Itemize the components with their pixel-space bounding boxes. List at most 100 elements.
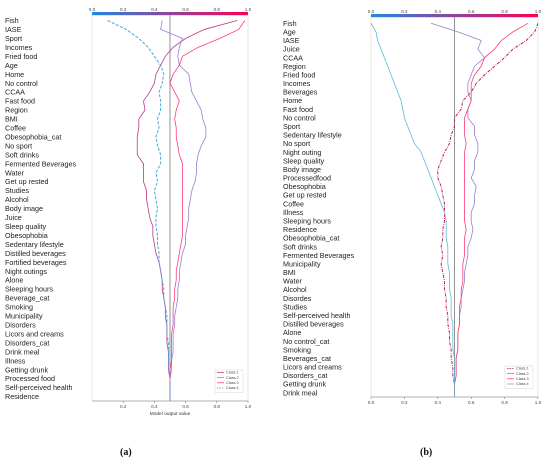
feature-label: Sport xyxy=(5,34,22,43)
feature-label: Getting drunk xyxy=(5,365,49,374)
top-tick-label: 0.2 xyxy=(401,9,408,14)
panel-label-b: (b) xyxy=(420,447,433,458)
feature-label: Alone xyxy=(283,328,301,337)
feature-label: Obesophobia xyxy=(283,182,326,191)
top-colorbar xyxy=(371,14,538,18)
x-tick-label: 0.8 xyxy=(501,400,508,405)
top-tick-label: 0.0 xyxy=(89,7,96,12)
feature-label: Fast food xyxy=(5,97,35,106)
feature-label: Sleep quality xyxy=(5,222,47,231)
feature-label: Sleep quality xyxy=(283,156,325,165)
legend-entry: Class 2 xyxy=(226,376,239,380)
feature-label: Fish xyxy=(283,19,297,28)
series-line-1 xyxy=(136,20,238,401)
feature-label: Body image xyxy=(5,204,43,213)
feature-label: BMI xyxy=(283,268,296,277)
x-tick-label: 0.0 xyxy=(368,400,375,405)
x-tick-label: 0.2 xyxy=(120,404,127,409)
feature-label: Municipality xyxy=(5,312,43,321)
top-tick-label: 0.6 xyxy=(182,7,189,12)
feature-label: Illness xyxy=(283,208,304,217)
feature-label: Night outing xyxy=(283,148,321,157)
feature-label: Fried food xyxy=(283,70,315,79)
feature-label: Incomes xyxy=(5,43,33,52)
feature-label: Smoking xyxy=(5,303,33,312)
feature-label: Disorders_cat xyxy=(5,338,49,347)
feature-label: Obesophobia xyxy=(5,231,48,240)
feature-label: Self-perceived health xyxy=(283,311,351,320)
feature-label: Sedentary lifestyle xyxy=(283,131,342,140)
top-colorbar xyxy=(92,12,248,16)
feature-label: Disorders xyxy=(5,320,36,329)
feature-label: Home xyxy=(5,70,24,79)
feature-label: Incomes xyxy=(283,79,311,88)
feature-label: Beverages_cat xyxy=(283,354,331,363)
x-axis-label: Model output value xyxy=(150,411,191,417)
legend-box xyxy=(214,369,244,393)
feature-label: Obesophobia_cat xyxy=(283,234,339,243)
panel-a: 0.0 0.2 0.4 0.6 0.8 1.0 0.2 0.4 0.6 0.8 1.0 Model o… xyxy=(0,0,275,465)
feature-label: Studies xyxy=(5,186,29,195)
feature-label: Water xyxy=(5,168,25,177)
feature-label: Get up rested xyxy=(5,177,49,186)
feature-label: Fast food xyxy=(283,105,313,114)
feature-label: Fermented Beverages xyxy=(283,251,355,260)
x-tick-label: 1.0 xyxy=(245,404,252,409)
feature-label: Beverage_cat xyxy=(5,294,49,303)
feature-label: Licors and creams xyxy=(283,363,342,372)
feature-label: Soft drinks xyxy=(283,242,317,251)
top-tick-label: 1.0 xyxy=(245,7,252,12)
feature-label: Fried food xyxy=(5,52,37,61)
feature-label: Soft drinks xyxy=(5,150,39,159)
x-tick-label: 0.2 xyxy=(401,400,408,405)
feature-label: No control_cat xyxy=(283,337,329,346)
feature-label: Obesophobia_cat xyxy=(5,132,61,141)
feature-label: Sedentary lifestyle xyxy=(5,240,64,249)
series-line-4 xyxy=(370,23,455,397)
feature-label: No sport xyxy=(283,139,310,148)
feature-label: Fortified beverages xyxy=(5,258,67,267)
top-tick-label: 0.0 xyxy=(368,9,375,14)
top-tick-label: 0.4 xyxy=(435,9,442,14)
feature-label: Beverages xyxy=(283,88,318,97)
top-tick-label: 0.8 xyxy=(214,7,221,12)
top-tick-label: 0.2 xyxy=(120,7,127,12)
feature-label: Night outings xyxy=(5,267,47,276)
x-tick-label: 0.8 xyxy=(214,404,221,409)
feature-label: Region xyxy=(283,62,306,71)
legend-entry: Class 4 xyxy=(226,386,239,390)
series-line-3 xyxy=(169,20,246,401)
panel-b: 0.0 0.2 0.4 0.6 0.8 1.0 0.0 0.2 0.4 0.6 0.8 1.0 Fish… xyxy=(277,0,550,465)
feature-label: Processed food xyxy=(5,374,55,383)
feature-label: Alone xyxy=(5,276,23,285)
feature-label: Studies xyxy=(283,302,307,311)
feature-label: Smoking xyxy=(283,345,311,354)
feature-label: Drink meal xyxy=(283,388,318,397)
feature-label: Processedfood xyxy=(283,174,331,183)
feature-label: Sport xyxy=(283,122,300,131)
feature-label: Body image xyxy=(283,165,321,174)
feature-label: Age xyxy=(283,27,296,36)
feature-label: Disorders_cat xyxy=(283,371,327,380)
legend-entry: Class 3 xyxy=(226,381,239,385)
feature-label: Distilled beverages xyxy=(283,320,344,329)
feature-label: Alcohol xyxy=(5,195,29,204)
feature-label: Age xyxy=(5,61,18,70)
feature-label: CCAA xyxy=(5,88,25,97)
top-tick-label: 0.4 xyxy=(151,7,158,12)
feature-label: Region xyxy=(5,106,28,115)
feature-label: IASE xyxy=(5,25,22,34)
legend-entry: Class 2 xyxy=(516,372,529,376)
legend-box xyxy=(504,365,534,389)
feature-label: IASE xyxy=(283,36,300,45)
feature-label: CCAA xyxy=(283,53,303,62)
x-tick-label: 1.0 xyxy=(535,400,542,405)
legend-entry: Class 1 xyxy=(226,371,239,375)
feature-label: Fermented Beverages xyxy=(5,159,77,168)
x-tick-label: 0.6 xyxy=(468,400,475,405)
feature-label: Get up rested xyxy=(283,191,327,200)
top-tick-label: 0.6 xyxy=(468,9,475,14)
feature-label: Getting drunk xyxy=(283,380,327,389)
feature-label: Self-perceived health xyxy=(5,383,73,392)
feature-label: Distilled beverages xyxy=(5,249,66,258)
